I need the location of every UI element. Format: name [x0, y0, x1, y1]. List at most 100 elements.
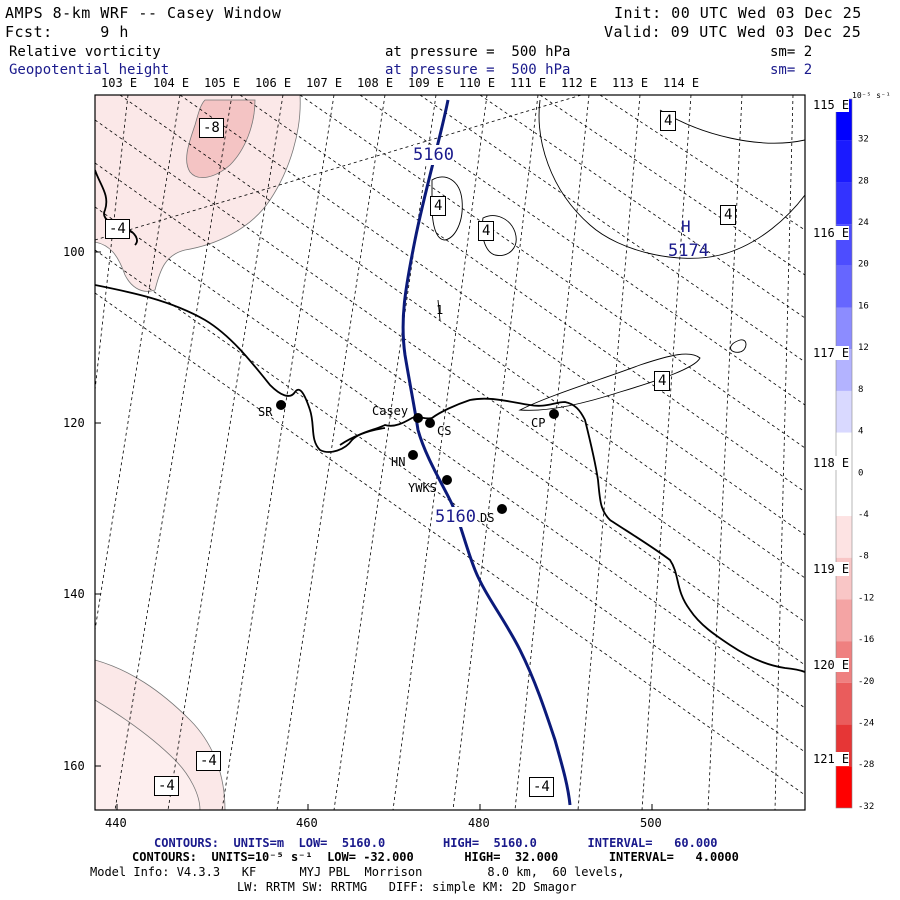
- x-tick-label: 500: [640, 816, 662, 830]
- station-marker-ds: [497, 504, 507, 514]
- colorbar-swatch: [836, 766, 852, 808]
- lon-label-right: 116 E: [813, 226, 850, 240]
- vorticity-label: 4: [720, 205, 737, 225]
- x-tick-label: 480: [468, 816, 490, 830]
- colorbar-tick-label: -20: [858, 677, 874, 687]
- map-title: AMPS 8-km WRF -- Casey Window: [5, 4, 282, 22]
- lon-label: 105 E: [204, 76, 241, 90]
- valid-time: Valid: 09 UTC Wed 03 Dec 25: [604, 23, 862, 41]
- colorbar-swatch: [836, 140, 852, 183]
- station-label-ywks: YWKS: [408, 481, 437, 495]
- vorticity-label: 4: [478, 221, 495, 241]
- footer-model-info: Model Info: V4.3.3 KF MYJ PBL Morrison 8…: [90, 865, 625, 879]
- x-axis-ticks: [116, 804, 653, 810]
- lon-label: 112 E: [561, 76, 598, 90]
- footer-vorticity-contours: CONTOURS: UNITS=10⁻⁵ s⁻¹ LOW= -32.000 HI…: [132, 850, 739, 864]
- lon-label: 113 E: [612, 76, 649, 90]
- y-tick-label: 100: [63, 245, 85, 259]
- height-label: 5160: [435, 507, 476, 527]
- colorbar-tick-label: 20: [858, 260, 869, 270]
- station-label-cs: CS: [437, 424, 452, 438]
- vorticity-label: -4: [105, 219, 130, 239]
- colorbar-tick-label: 32: [858, 135, 869, 145]
- station-label-casey: Casey: [372, 404, 409, 418]
- colorbar-swatch: [836, 390, 852, 433]
- colorbar-tick-label: 12: [858, 343, 869, 353]
- vorticity-label: -4: [196, 751, 221, 771]
- y-tick-label: 160: [63, 759, 85, 773]
- vorticity-label: -8: [199, 118, 224, 138]
- station-marker-ywks: [442, 475, 452, 485]
- map-plot-area: [95, 95, 805, 810]
- lon-label: 107 E: [306, 76, 343, 90]
- lon-label: 109 E: [408, 76, 445, 90]
- field1-level: at pressure = 500 hPa: [385, 44, 571, 60]
- y-axis-ticks: [95, 251, 101, 767]
- colorbar: 32 28 24 20 16 12 8 4 0 -4 -8 -12 -16 -20 -24 -28 -32: [835, 98, 874, 812]
- colorbar-tick-label: -28: [858, 760, 874, 770]
- lon-label: 103 E: [101, 76, 138, 90]
- colorbar-swatch: [836, 474, 852, 517]
- colorbar-swatch: [836, 182, 852, 225]
- station-label-hn: HN: [391, 455, 406, 469]
- lon-label: 110 E: [459, 76, 496, 90]
- vorticity-label: -4: [529, 777, 554, 797]
- colorbar-tick-label: 0: [858, 468, 863, 478]
- height-contour-5160: [401, 99, 572, 806]
- init-time: Init: 00 UTC Wed 03 Dec 25: [614, 4, 862, 22]
- colorbar-tick-label: -16: [858, 635, 874, 645]
- field1-smoothing: sm= 2: [770, 44, 813, 60]
- colorbar-tick-label: -24: [858, 719, 874, 729]
- vorticity-contours: [431, 99, 805, 411]
- vorticity-label: 4: [654, 371, 671, 391]
- colorbar-swatch: [836, 516, 852, 558]
- colorbar-tick-label: -32: [858, 802, 874, 812]
- small-contour-mark: 1: [436, 303, 444, 317]
- station-marker-cp: [549, 409, 559, 419]
- station-marker-hn: [408, 450, 418, 460]
- colorbar-swatch: [836, 307, 852, 350]
- vorticity-label: 4: [430, 196, 447, 216]
- vorticity-label: 4: [660, 111, 677, 131]
- forecast-hour: Fcst: 9 h: [5, 23, 129, 41]
- lon-label-right: 115 E: [813, 98, 850, 112]
- colorbar-tick-label: -12: [858, 593, 874, 603]
- lon-label: 108 E: [357, 76, 394, 90]
- colorbar-tick-label: 8: [858, 385, 863, 395]
- colorbar-tick-label: 24: [858, 218, 869, 228]
- lon-label: 106 E: [255, 76, 292, 90]
- station-marker-sr: [276, 400, 286, 410]
- lon-label: 111 E: [510, 76, 547, 90]
- field2-name: Geopotential height: [9, 62, 170, 78]
- footer-height-contours: CONTOURS: UNITS=m LOW= 5160.0 HIGH= 5160…: [154, 836, 718, 850]
- high-value: 5174: [668, 241, 709, 261]
- lon-label-right: 118 E: [813, 456, 850, 470]
- footer-physics: LW: RRTM SW: RRTMG DIFF: simple KM: 2D S…: [237, 880, 577, 894]
- lon-label: 104 E: [153, 76, 190, 90]
- colorbar-tick-label: -4: [858, 510, 869, 520]
- y-tick-label: 120: [63, 416, 85, 430]
- field2-level: at pressure = 500 hPa: [385, 62, 571, 78]
- vorticity-label: -4: [154, 776, 179, 796]
- station-markers: [276, 400, 559, 514]
- station-label-sr: SR: [258, 405, 273, 419]
- station-label-cp: CP: [531, 416, 546, 430]
- x-tick-label: 440: [105, 816, 127, 830]
- y-tick-label: 140: [63, 587, 85, 601]
- lon-label-right: 119 E: [813, 562, 850, 576]
- colorbar-swatch: [836, 682, 852, 725]
- lon-label: 114 E: [663, 76, 700, 90]
- colorbar-tick-label: -8: [858, 552, 869, 562]
- station-marker-cs: [425, 418, 435, 428]
- lon-label-right: 121 E: [813, 752, 850, 766]
- colorbar-swatch: [836, 265, 852, 308]
- neg-vorticity-area-nw: [95, 95, 301, 292]
- station-marker-casey: [413, 413, 423, 423]
- colorbar-tick-label: 28: [858, 176, 869, 186]
- field2-smoothing: sm= 2: [770, 62, 813, 78]
- field1-name: Relative vorticity: [9, 44, 161, 60]
- colorbar-swatch: [836, 599, 852, 642]
- high-marker: H: [681, 217, 691, 236]
- x-tick-label: 460: [296, 816, 318, 830]
